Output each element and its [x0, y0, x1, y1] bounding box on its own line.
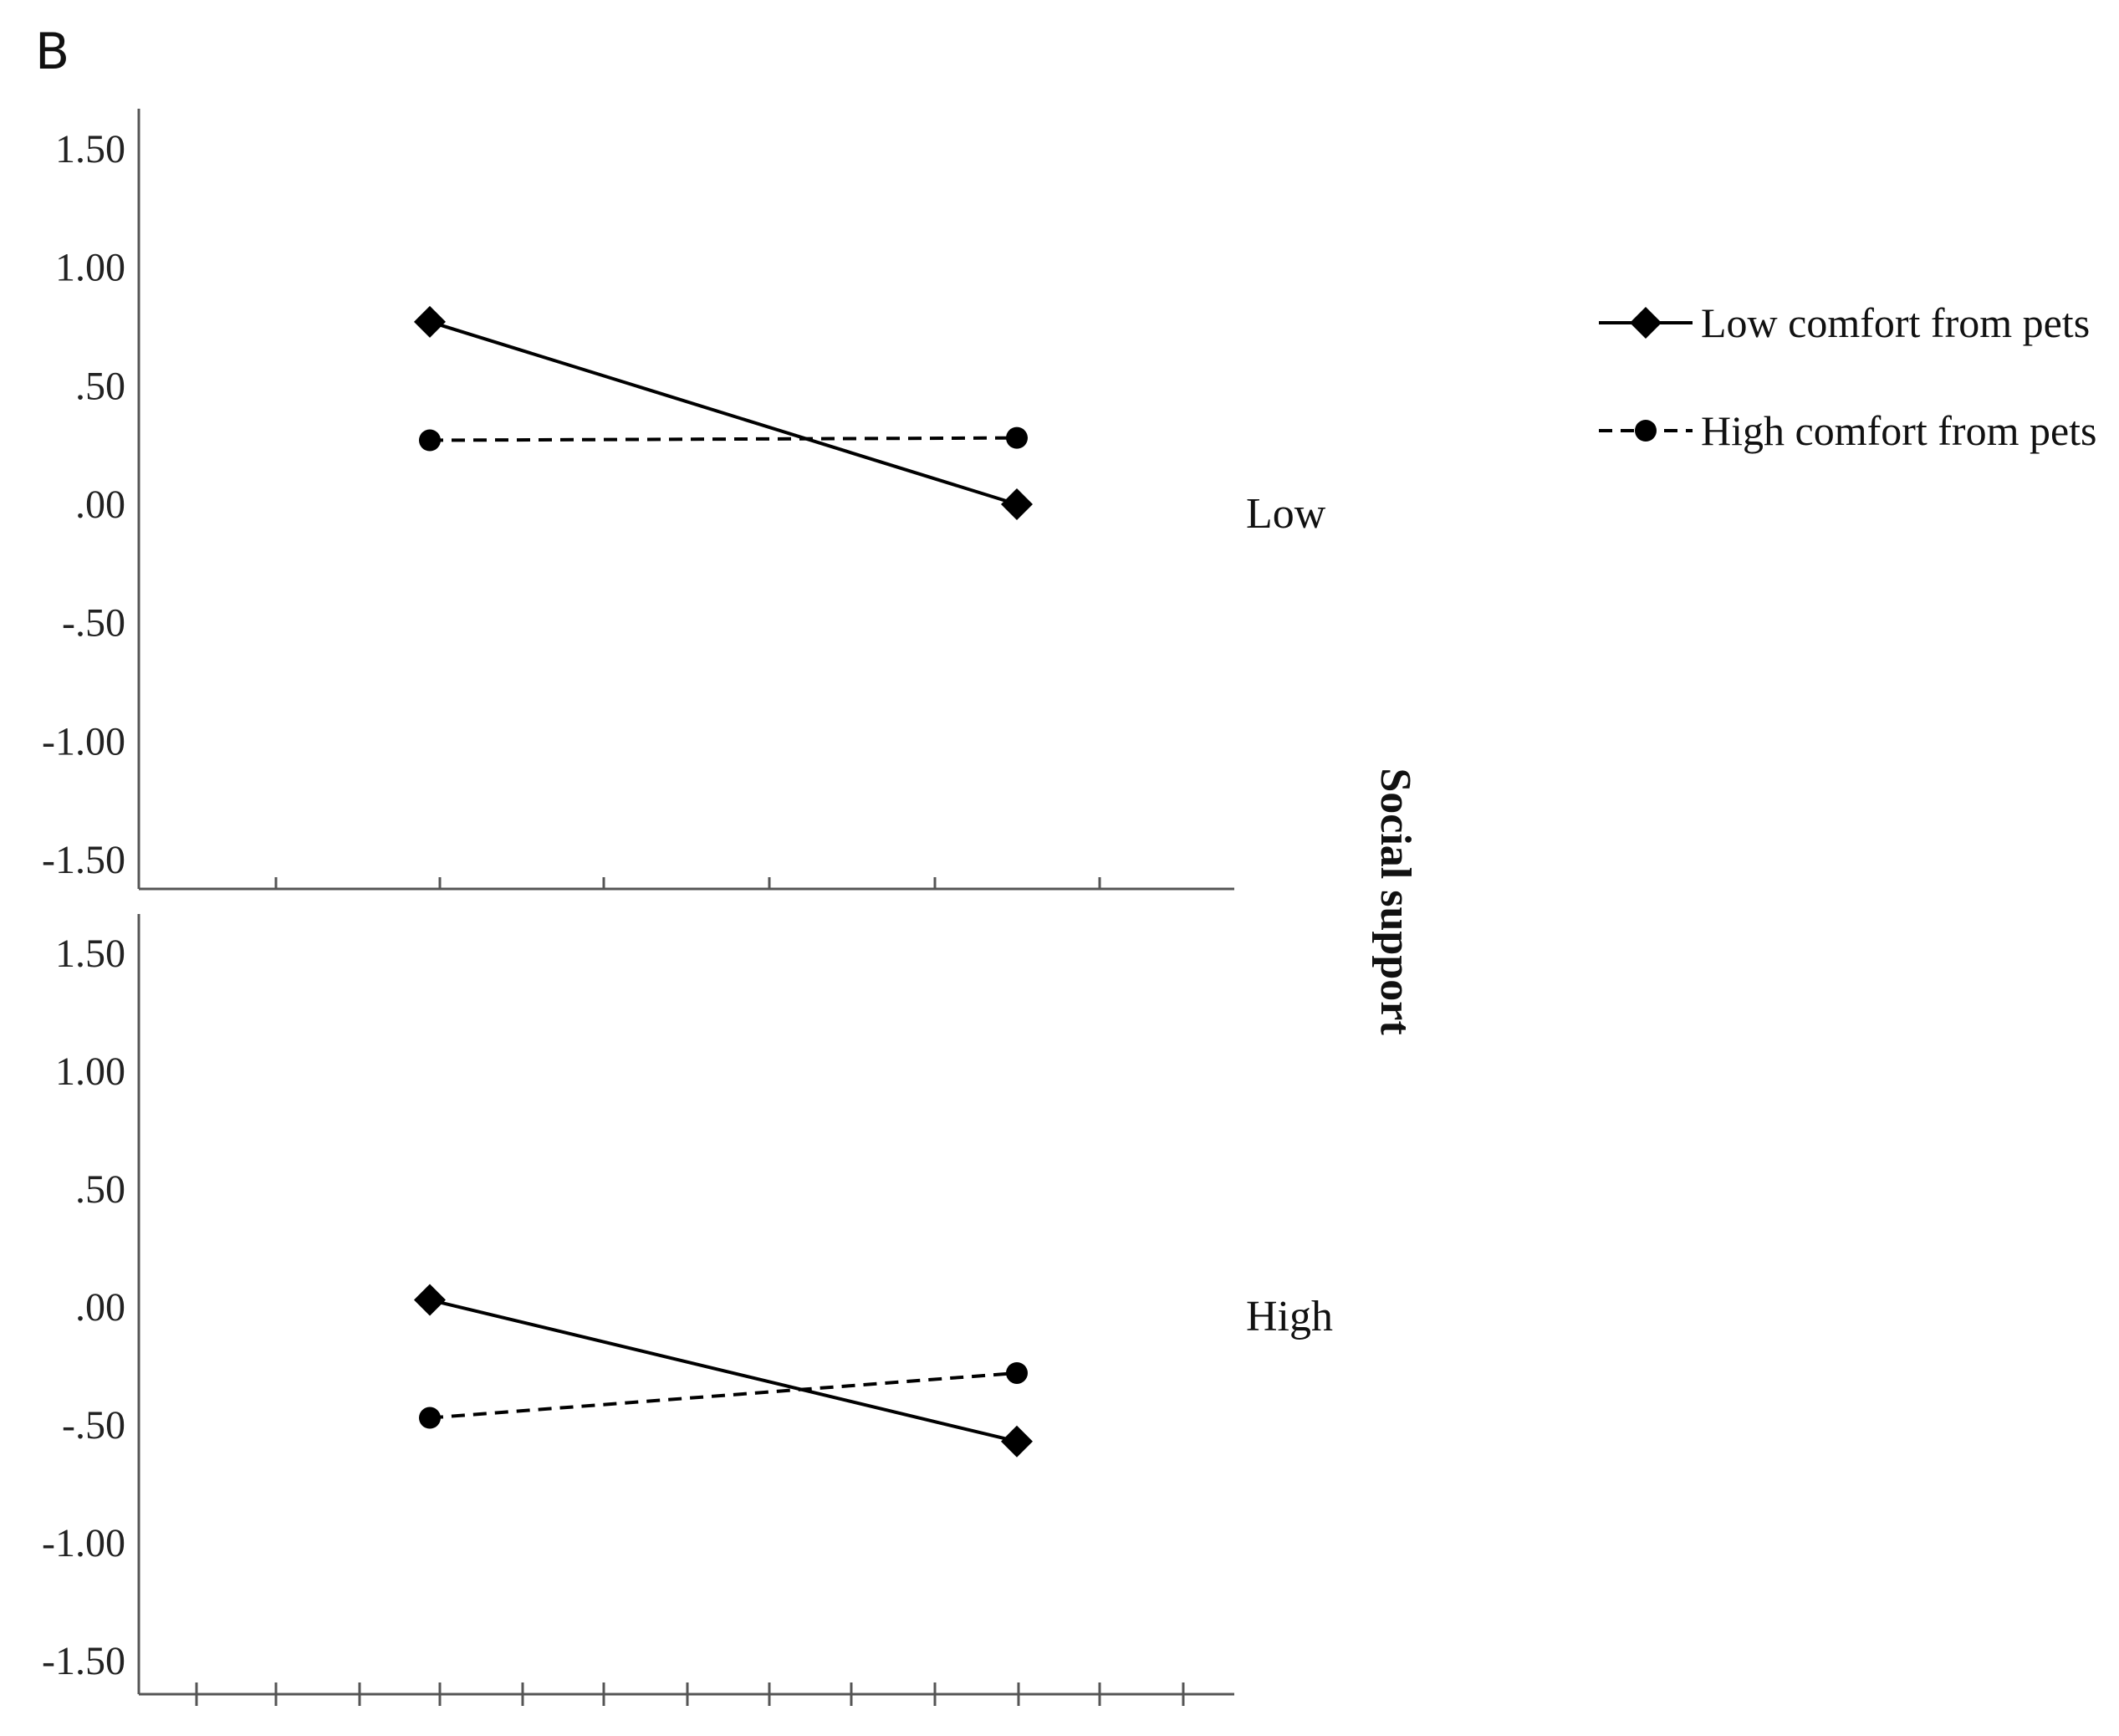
facet-title: Social support [1371, 768, 1419, 1035]
facet-panel-high: 1.50 1.00 .50 .00 -.50 -1.00 -1.50 High [42, 914, 1333, 1706]
data-point [1001, 1425, 1033, 1458]
y-tick-label: -1.00 [42, 719, 125, 763]
facet-label: High [1246, 1293, 1333, 1340]
series-high-comfort [419, 1361, 1028, 1429]
y-tick-label: -1.50 [42, 1639, 125, 1683]
data-point [419, 1407, 441, 1429]
series-line [429, 319, 1018, 506]
data-point [1001, 488, 1033, 520]
y-tick-label: -.50 [62, 601, 125, 646]
series-line [429, 1298, 1018, 1443]
legend: Low comfort from pets High comfort from p… [1599, 299, 2097, 454]
legend-item-low-comfort: Low comfort from pets [1599, 299, 2090, 346]
legend-marker [1630, 307, 1662, 339]
y-tick-label: 1.50 [55, 932, 125, 976]
y-tick-label: .00 [75, 1285, 125, 1330]
y-tick-label: 1.50 [55, 127, 125, 171]
legend-item-high-comfort: High comfort from pets [1599, 407, 2097, 454]
legend-label: Low comfort from pets [1701, 299, 2090, 346]
y-tick-label: .50 [75, 364, 125, 408]
data-point [1006, 426, 1028, 449]
y-tick-label: 1.00 [55, 1049, 125, 1094]
y-tick-label: .50 [75, 1167, 125, 1212]
facet-panel-low: 1.50 1.00 .50 .00 -.50 -1.00 -1.50 Low [42, 109, 1326, 891]
facet-panels: 1.50 1.00 .50 .00 -.50 -1.00 -1.50 Low 1.50 1.00.… [42, 109, 1333, 1706]
series-low-comfort [414, 1284, 1033, 1458]
series-high-comfort [419, 426, 1028, 452]
data-point [1006, 1361, 1028, 1384]
series-line [429, 436, 1018, 442]
legend-marker [1635, 420, 1657, 442]
y-tick-label: .00 [75, 483, 125, 527]
facet-label: Low [1246, 490, 1326, 538]
panel-letter: B [35, 23, 69, 81]
y-tick-label: -.50 [62, 1403, 125, 1448]
y-tick-label: 1.00 [55, 246, 125, 290]
data-point [419, 429, 441, 452]
legend-label: High comfort from pets [1701, 407, 2097, 454]
data-point [414, 305, 446, 338]
series-line [429, 1371, 1018, 1420]
y-tick-label: -1.00 [42, 1521, 125, 1565]
series-low-comfort [414, 305, 1033, 520]
y-tick-label: -1.50 [42, 838, 125, 882]
data-point [414, 1284, 446, 1316]
